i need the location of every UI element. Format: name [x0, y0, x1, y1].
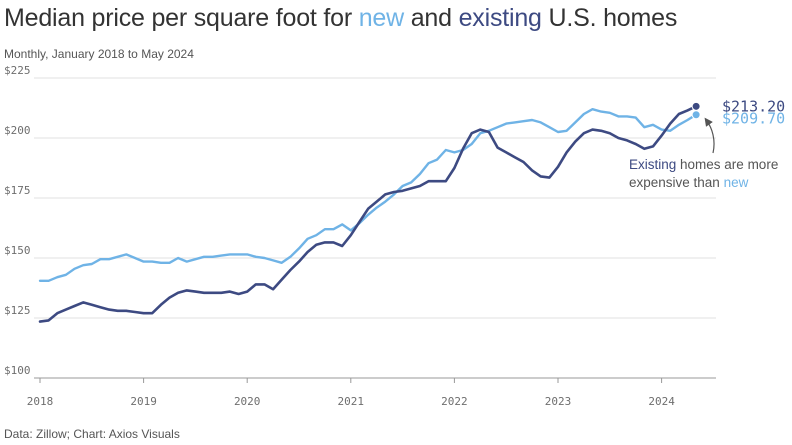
title-new-word: new [358, 4, 404, 32]
title-part-3: U.S. homes [541, 4, 678, 32]
annotation-text-1: homes are more [676, 157, 778, 172]
annotation-line-1: Existing homes are more [629, 157, 778, 172]
x-tick-label: 2024 [648, 395, 675, 408]
series-line-new [38, 107, 698, 282]
y-tick-label: $200 [4, 124, 31, 137]
chart-subtitle: Monthly, January 2018 to May 2024 [4, 47, 194, 61]
y-tick-label: $125 [4, 304, 31, 317]
x-tick-label: 2018 [27, 395, 54, 408]
end-value-label-new: $209.70 [722, 110, 785, 128]
tick-layer: $100 $125 $150 $175 $200 $225 2018 2019 2020 2021… [4, 64, 675, 408]
annotation-existing-word: Existing [629, 157, 676, 172]
end-point-new [691, 110, 701, 120]
annotation-new-word: new [724, 175, 749, 190]
series-layer [38, 101, 701, 323]
x-tick-label: 2021 [338, 395, 365, 408]
annotation-text-2: expensive than [629, 175, 724, 190]
title-part-1: Median price per square foot for [4, 4, 359, 32]
series-line-existing [38, 105, 698, 323]
end-value-label-existing: $213.20 [722, 97, 785, 115]
x-tick-label: 2019 [130, 395, 157, 408]
y-tick-label: $150 [4, 244, 31, 257]
source-note: Data: Zillow; Chart: Axios Visuals [4, 427, 180, 441]
y-tick-label: $175 [4, 184, 31, 197]
x-tick-label: 2020 [234, 395, 261, 408]
annotation-line-2: expensive than new [629, 175, 749, 190]
annotation-arrow [704, 117, 715, 154]
chart-title: Median price per square foot for new and… [4, 4, 677, 33]
grid-layer [34, 77, 716, 379]
y-tick-label: $225 [4, 64, 31, 77]
x-tick-label: 2023 [545, 395, 572, 408]
title-part-2: and [403, 4, 459, 32]
title-existing-word: existing [458, 4, 542, 32]
y-tick-label: $100 [4, 364, 31, 377]
end-point-existing [691, 101, 701, 111]
x-tick-label: 2022 [441, 395, 468, 408]
label-layer: $213.20$209.70 Existing homes are more exp… [629, 97, 785, 190]
